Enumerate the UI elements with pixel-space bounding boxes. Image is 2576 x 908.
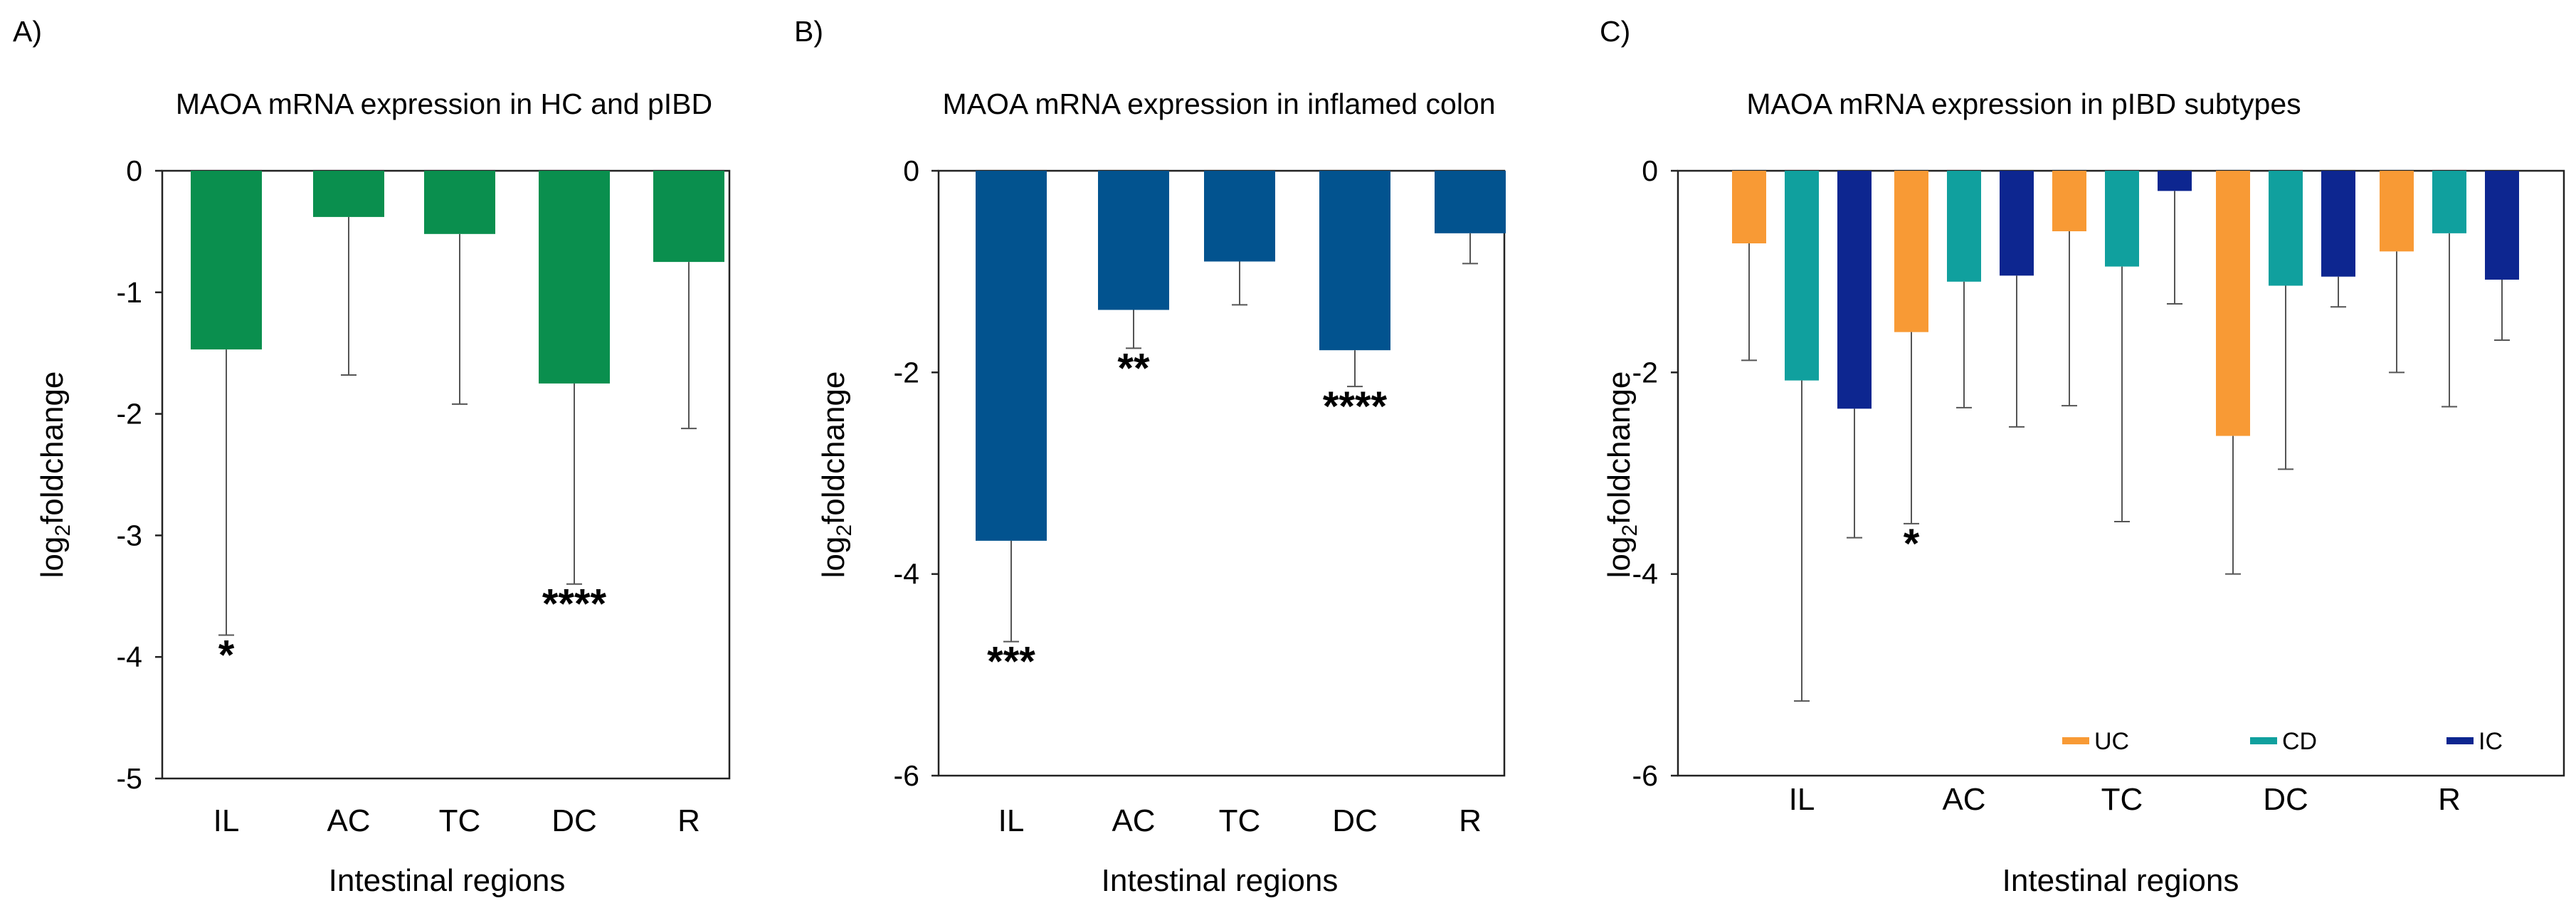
x-tick-label: DC xyxy=(551,803,597,838)
significance-marker: ** xyxy=(1117,345,1150,391)
legend-swatch-uc xyxy=(2062,737,2089,744)
significance-marker: *** xyxy=(987,639,1035,685)
panel-a-bars: ***** xyxy=(191,171,724,678)
bar-uc-dc xyxy=(2216,171,2250,436)
bar-inflamed-dc xyxy=(1319,171,1390,351)
panel-b-x-axis: IL AC TC DC R xyxy=(998,803,1482,838)
legend-label-cd: CD xyxy=(2282,728,2317,755)
bar-cd-dc xyxy=(2269,171,2303,286)
x-tick-label: DC xyxy=(2263,782,2308,817)
bar-ic-tc xyxy=(2158,171,2192,191)
bar-cd-ac xyxy=(1947,171,1981,282)
x-tick-label: TC xyxy=(439,803,481,838)
panel-b-x-axis-label: Intestinal regions xyxy=(1102,863,1339,898)
x-tick-label: AC xyxy=(1942,782,1985,817)
panel-c-legend: UC CD IC xyxy=(2062,728,2503,755)
bar-cd-r xyxy=(2432,171,2466,233)
panel-c: C) MAOA mRNA expression in pIBD subtypes… xyxy=(1600,15,2565,898)
x-tick-label: R xyxy=(1459,803,1482,838)
bar-pibd-tc xyxy=(424,171,495,234)
significance-marker: * xyxy=(1904,521,1920,567)
panel-b-label: B) xyxy=(794,15,823,48)
x-tick-label: TC xyxy=(2101,782,2143,817)
y-tick-label: -3 xyxy=(117,519,142,551)
bar-inflamed-r xyxy=(1435,171,1506,233)
panel-c-bars: * xyxy=(1732,171,2519,702)
bar-uc-tc xyxy=(2052,171,2086,231)
y-tick-label: -4 xyxy=(894,558,919,591)
panel-b-y-axis-label: log2foldchange xyxy=(816,371,856,579)
y-tick-label: 0 xyxy=(1642,154,1658,187)
y-tick-label: -1 xyxy=(117,276,142,309)
panel-a: A) MAOA mRNA expression in HC and pIBD 0… xyxy=(13,15,731,898)
panel-b: B) MAOA mRNA expression in inflamed colo… xyxy=(794,15,1506,898)
x-tick-label: DC xyxy=(1332,803,1378,838)
bar-inflamed-il xyxy=(976,171,1047,541)
panel-c-y-axis-label: log2foldchange xyxy=(1602,371,1642,579)
significance-marker: **** xyxy=(542,581,607,628)
bar-ic-dc xyxy=(2321,171,2355,277)
y-tick-label: -2 xyxy=(894,356,919,389)
panel-b-title: MAOA mRNA expression in inflamed colon xyxy=(942,88,1495,120)
panel-c-title: MAOA mRNA expression in pIBD subtypes xyxy=(1746,88,2301,120)
x-tick-label: IL xyxy=(998,803,1025,838)
y-tick-label: 0 xyxy=(903,154,919,187)
y-tick-label: -2 xyxy=(117,398,142,431)
legend-label-uc: UC xyxy=(2094,728,2129,755)
x-tick-label: AC xyxy=(1112,803,1155,838)
legend-label-ic: IC xyxy=(2479,728,2503,755)
panel-c-label: C) xyxy=(1600,15,1630,48)
y-tick-label: -4 xyxy=(117,640,142,673)
x-tick-label: R xyxy=(2438,782,2461,817)
bar-inflamed-ac xyxy=(1098,171,1169,310)
x-tick-label: IL xyxy=(1789,782,1815,817)
legend-swatch-cd xyxy=(2250,737,2277,744)
panel-b-bars: ********* xyxy=(976,171,1506,685)
panel-a-y-axis-label: log2foldchange xyxy=(35,371,75,579)
significance-marker: **** xyxy=(1323,384,1388,430)
y-tick-label: -5 xyxy=(117,762,142,795)
legend-swatch-ic xyxy=(2446,737,2474,744)
x-tick-label: TC xyxy=(1219,803,1261,838)
bar-ic-r xyxy=(2485,171,2519,280)
y-tick-label: -6 xyxy=(894,759,919,792)
x-tick-label: AC xyxy=(327,803,370,838)
panel-c-x-axis-label: Intestinal regions xyxy=(2002,863,2239,898)
panel-b-y-axis: 0 -2 -4 -6 xyxy=(894,154,939,792)
panel-a-x-axis-label: Intestinal regions xyxy=(329,863,566,898)
panel-c-x-axis: IL AC TC DC R xyxy=(1789,782,2461,817)
x-tick-label: R xyxy=(677,803,700,838)
bar-cd-tc xyxy=(2105,171,2139,267)
panel-a-title: MAOA mRNA expression in HC and pIBD xyxy=(176,88,712,120)
y-tick-label: 0 xyxy=(126,154,142,187)
panel-a-label: A) xyxy=(13,15,42,48)
panel-a-x-axis: IL AC TC DC R xyxy=(213,803,700,838)
panel-c-y-axis: 0 -2 -4 -6 xyxy=(1632,154,1678,792)
bar-uc-il xyxy=(1732,171,1766,243)
bar-uc-ac xyxy=(1894,171,1928,332)
y-tick-label: -6 xyxy=(1632,759,1658,792)
bar-pibd-il xyxy=(191,171,262,350)
x-tick-label: IL xyxy=(213,803,240,838)
bar-pibd-r xyxy=(653,171,724,263)
bar-ic-ac xyxy=(2000,171,2034,276)
bar-pibd-ac xyxy=(313,171,384,217)
bar-cd-il xyxy=(1785,171,1819,381)
significance-marker: * xyxy=(218,632,235,678)
y-tick-label: -2 xyxy=(1632,356,1658,389)
bar-uc-r xyxy=(2380,171,2414,252)
bar-pibd-dc xyxy=(539,171,610,384)
bar-ic-il xyxy=(1837,171,1872,409)
panel-a-y-axis: 0 -1 -2 -3 -4 -5 xyxy=(117,154,162,795)
y-tick-label: -4 xyxy=(1632,558,1658,591)
bar-inflamed-tc xyxy=(1204,171,1275,262)
